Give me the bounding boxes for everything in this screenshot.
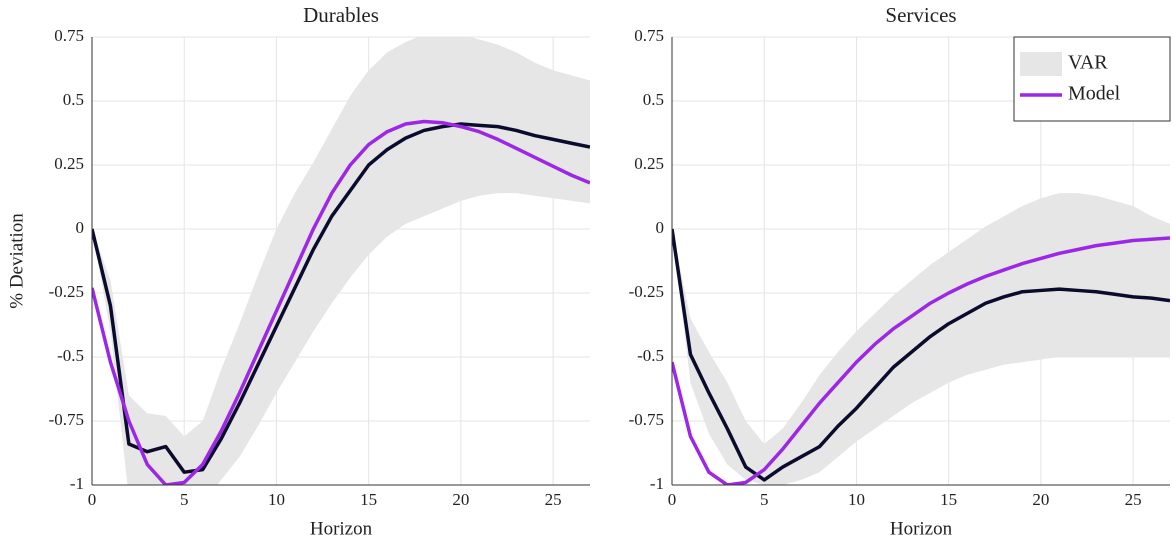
legend-box <box>1013 36 1171 122</box>
confidence-band <box>92 37 590 485</box>
chart-title: Durables <box>303 3 379 27</box>
x-tick-label: 5 <box>760 490 769 509</box>
y-tick-label: 0.25 <box>634 154 664 173</box>
plot-area <box>92 37 590 485</box>
y-axis-label: % Deviation <box>6 213 27 309</box>
y-tick-label: -0.75 <box>49 410 84 429</box>
y-tick-label: 0.25 <box>54 154 84 173</box>
line <box>92 122 590 474</box>
y-tick-label: 0 <box>76 218 85 237</box>
y-tick-label: -0.75 <box>629 410 664 429</box>
y-tick-label: 0.75 <box>54 26 84 45</box>
y-tick-label: -0.5 <box>57 346 84 365</box>
y-tick-label: 0 <box>656 218 665 237</box>
x-tick-label: 15 <box>360 490 377 509</box>
x-tick-label: 20 <box>1032 490 1049 509</box>
y-tick-label: -0.5 <box>637 346 664 365</box>
y-tick-label: -0.25 <box>629 282 664 301</box>
panel: -1 -0.75 -0.5 -0.25 0 0.25 0.5 0.75 0 5 10 15 20 25 Se… <box>629 3 1171 539</box>
x-axis-label: Horizon <box>310 518 373 539</box>
x-tick-label: 0 <box>668 490 677 509</box>
legend-label: Model <box>1068 83 1121 105</box>
line <box>672 228 1170 482</box>
x-tick-label: 10 <box>268 490 285 509</box>
y-tick-label: -0.25 <box>49 282 84 301</box>
x-tick-label: 25 <box>545 490 562 509</box>
y-tick-label: 0.5 <box>63 90 84 109</box>
y-tick-label: -1 <box>650 474 664 493</box>
x-tick-label: 15 <box>940 490 957 509</box>
line <box>672 236 1170 485</box>
x-tick-label: 20 <box>452 490 469 509</box>
legend-swatch <box>1020 52 1062 76</box>
legend-label: VAR <box>1068 52 1108 74</box>
confidence-band <box>672 193 1170 485</box>
x-tick-label: 10 <box>848 490 865 509</box>
x-tick-label: 0 <box>88 490 97 509</box>
line <box>92 119 590 485</box>
chart-title: Services <box>885 3 956 27</box>
y-tick-label: -1 <box>70 474 84 493</box>
legend: VAR Model <box>1013 36 1171 122</box>
x-tick-label: 25 <box>1125 490 1142 509</box>
x-axis-label: Horizon <box>890 518 953 539</box>
plot-area <box>672 193 1170 485</box>
y-tick-label: 0.5 <box>643 90 664 109</box>
panel: -1 -0.75 -0.5 -0.25 0 0.25 0.5 0.75 0 5 10 15 20 25 Du… <box>6 3 590 539</box>
x-tick-label: 5 <box>180 490 189 509</box>
y-tick-label: 0.75 <box>634 26 664 45</box>
